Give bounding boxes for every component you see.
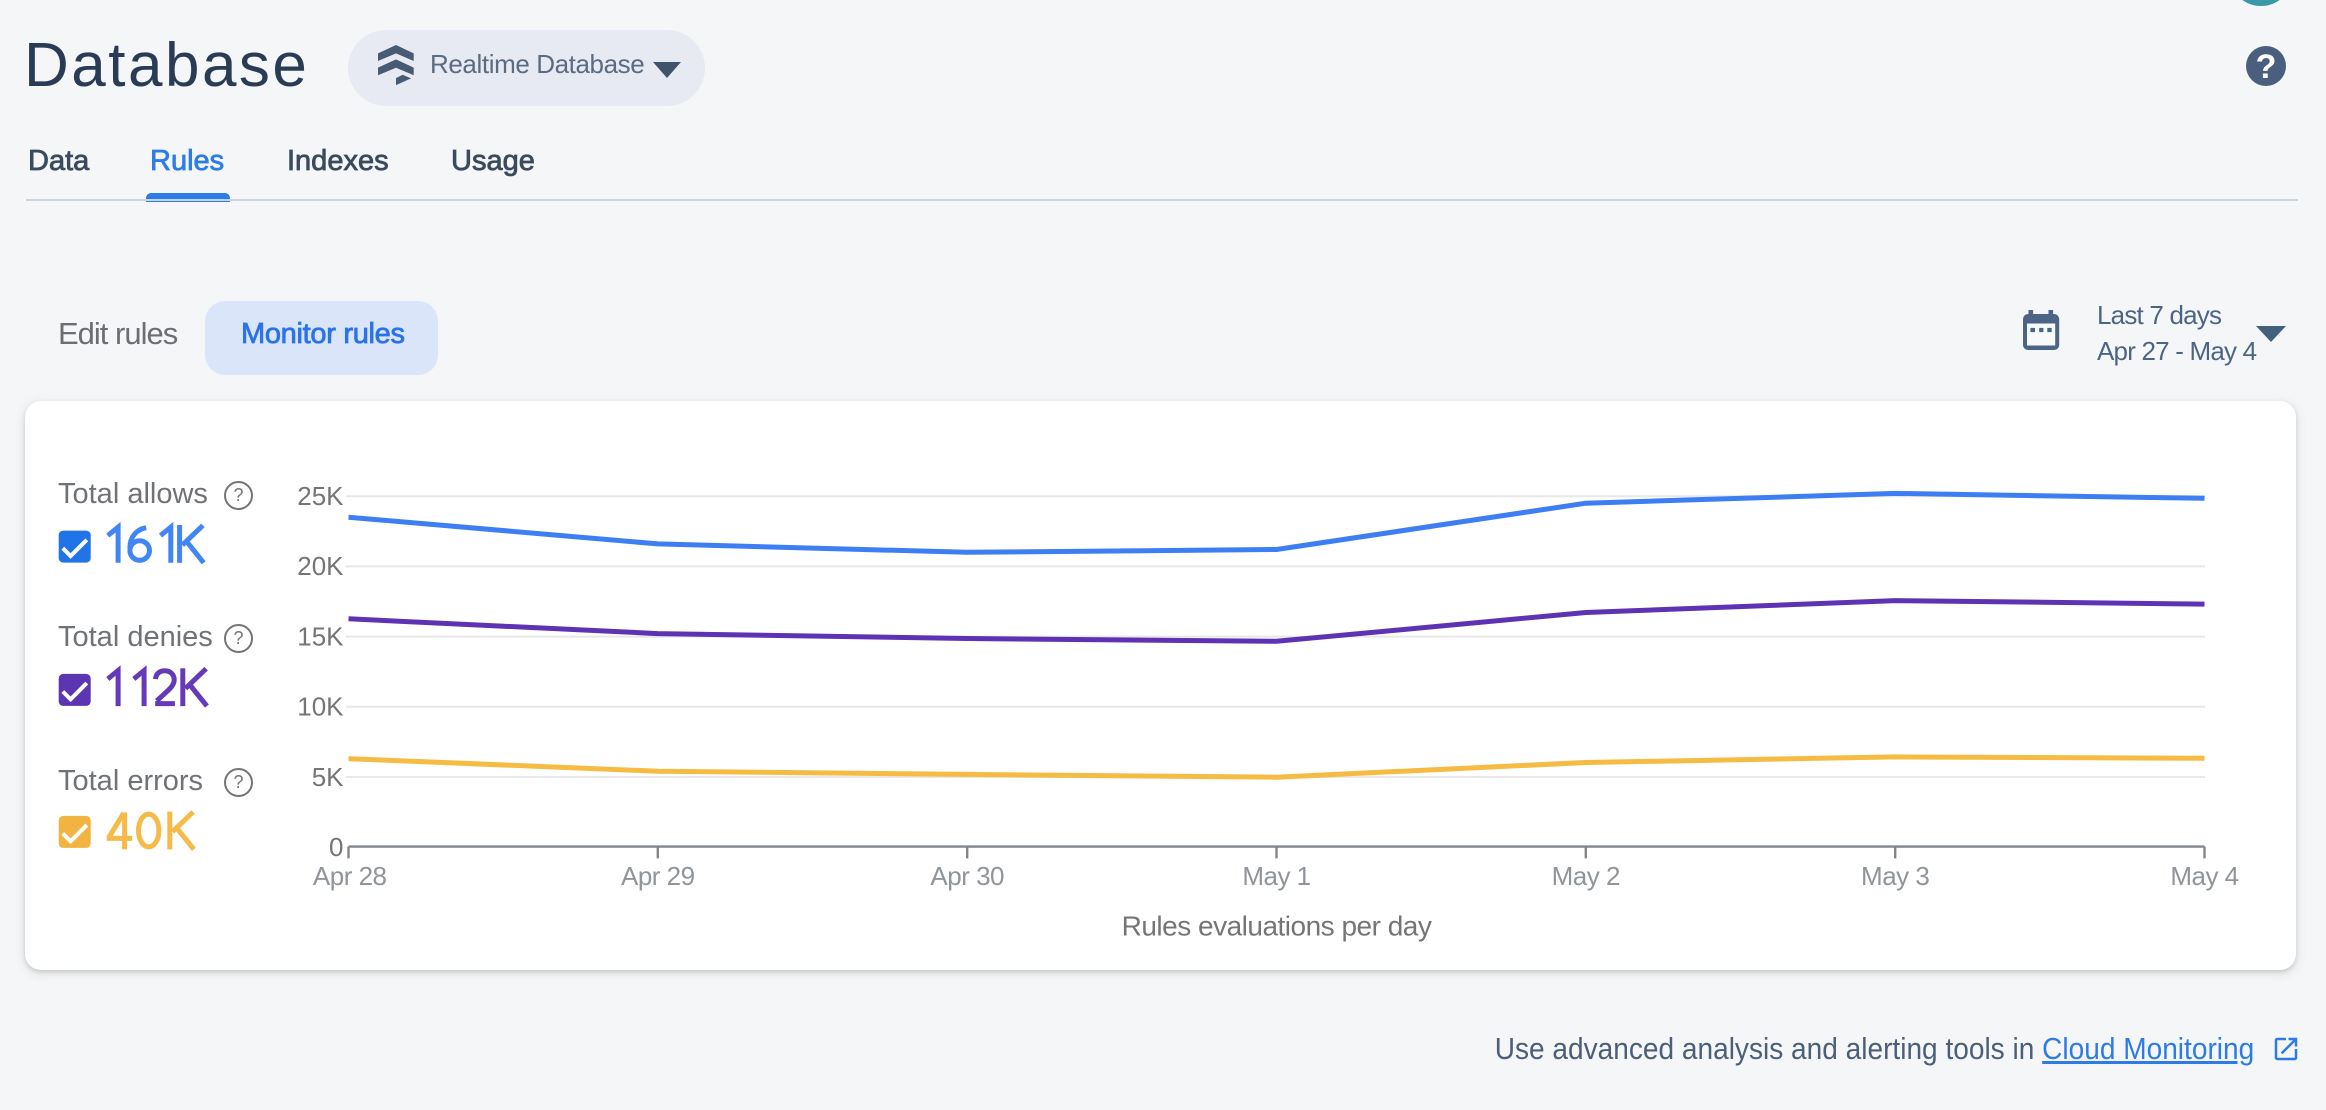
svg-text:May 2: May 2 xyxy=(1552,861,1620,891)
svg-text:10K: 10K xyxy=(297,692,344,722)
svg-text:5K: 5K xyxy=(312,762,344,792)
svg-text:Apr 30: Apr 30 xyxy=(930,861,1004,891)
svg-text:0: 0 xyxy=(329,832,343,862)
svg-text:20K: 20K xyxy=(297,551,344,581)
svg-text:Rules evaluations per day: Rules evaluations per day xyxy=(1122,911,1432,942)
svg-text:May 1: May 1 xyxy=(1242,861,1310,891)
svg-text:Apr 29: Apr 29 xyxy=(621,861,695,891)
svg-text:May 3: May 3 xyxy=(1861,861,1929,891)
svg-text:May 4: May 4 xyxy=(2170,861,2238,891)
svg-text:Apr 28: Apr 28 xyxy=(313,861,387,891)
svg-text:15K: 15K xyxy=(297,621,344,651)
svg-text:25K: 25K xyxy=(297,481,344,511)
